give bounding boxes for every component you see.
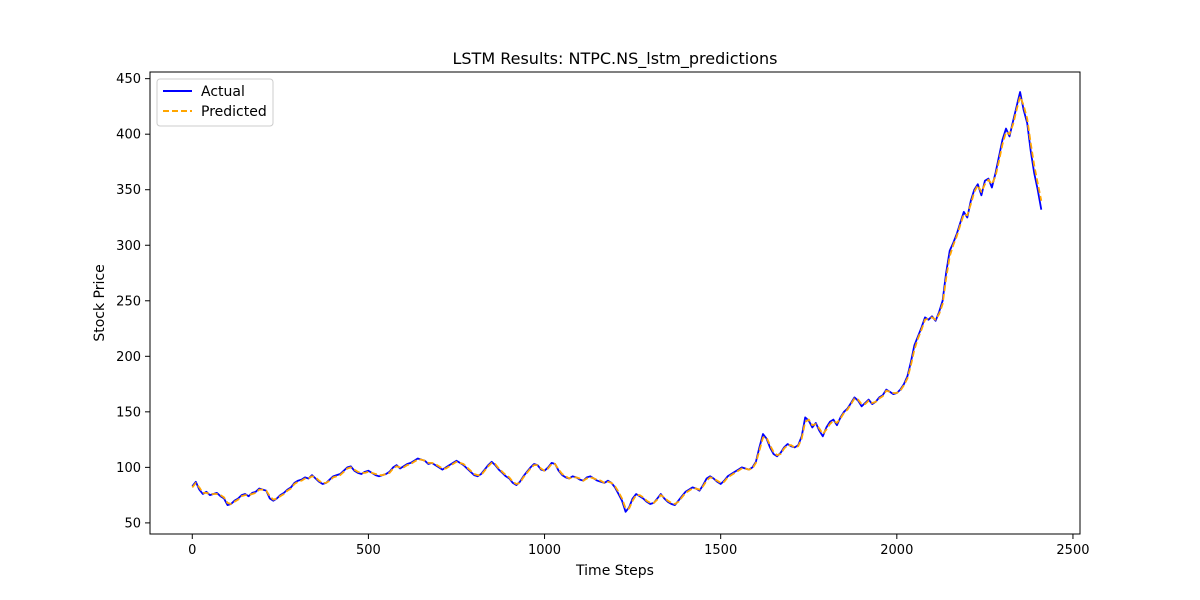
x-tick-label: 500 [356, 543, 381, 558]
y-tick-label: 350 [116, 183, 141, 198]
series-line-actual [191, 91, 1043, 513]
x-tick-label: 1000 [528, 543, 561, 558]
x-tick-label: 0 [188, 543, 196, 558]
y-tick-label: 400 [116, 128, 141, 143]
axes-frame [149, 71, 1081, 535]
x-tick-label: 2000 [880, 543, 913, 558]
x-axis-label: Time Steps [575, 563, 654, 579]
plot-area [149, 71, 1081, 535]
y-tick-label: 300 [116, 239, 141, 254]
y-tick-label: 450 [116, 72, 141, 87]
x-axis: 0 500 1000 1500 2000 2500 [188, 534, 1090, 558]
legend: Actual Predicted [156, 78, 274, 127]
legend-label-actual: Actual [201, 84, 245, 100]
y-axis-label: Stock Price [92, 264, 108, 341]
y-tick-label: 250 [116, 294, 141, 309]
series-layer [191, 91, 1043, 513]
series-line-predicted [191, 95, 1043, 510]
y-tick-label: 150 [116, 405, 141, 420]
y-axis: 50 100 150 200 250 300 350 400 450 [116, 72, 150, 531]
x-tick-label: 1500 [704, 543, 737, 558]
x-tick-label: 2500 [1056, 543, 1089, 558]
y-tick-label: 50 [124, 516, 141, 531]
chart-title: LSTM Results: NTPC.NS_lstm_predictions [452, 49, 777, 69]
y-tick-label: 100 [116, 461, 141, 476]
legend-label-predicted: Predicted [201, 104, 267, 120]
y-tick-label: 200 [116, 350, 141, 365]
